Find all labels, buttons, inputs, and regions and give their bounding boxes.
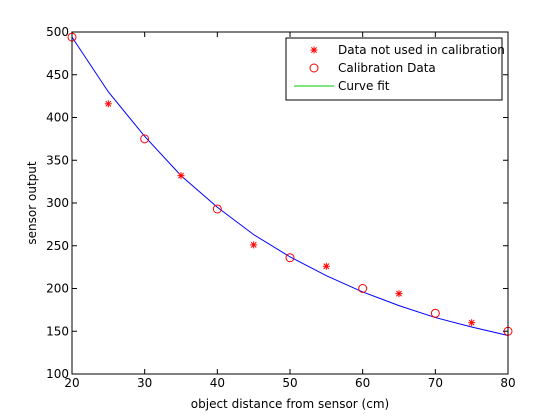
- legend-label: Curve fit: [338, 79, 390, 93]
- legend-label: Data not used in calibration: [338, 43, 505, 57]
- y-tick-label: 350: [46, 153, 69, 167]
- uncalibrated-data-point: [250, 241, 258, 249]
- star-stroke: [311, 47, 317, 53]
- legend-box: [285, 37, 503, 101]
- legend-star-marker: [310, 46, 318, 54]
- uncalibrated-data-point: [104, 100, 112, 108]
- star-stroke: [250, 241, 257, 248]
- calibration-data-point: [358, 284, 368, 293]
- legend: Data not used in calibration Calibration …: [285, 37, 505, 101]
- y-tick-label: 300: [46, 196, 69, 210]
- legend-circle-marker: [309, 63, 319, 73]
- star-stroke: [323, 263, 330, 270]
- x-tick-label: 40: [210, 376, 225, 390]
- star-stroke: [105, 100, 112, 107]
- y-tick-label: 150: [46, 324, 69, 338]
- x-tick-label: 30: [137, 376, 152, 390]
- uncalibrated-data-point: [395, 290, 403, 298]
- uncalibrated-data-point: [322, 262, 330, 270]
- x-axis-label: object distance from sensor (cm): [191, 397, 389, 411]
- y-tick-label: 100: [46, 367, 69, 381]
- tick-layer: 20 30 40 50 60 70 80 100 150 200 250 300 350 400 450 50…: [46, 25, 516, 390]
- star-stroke: [178, 172, 184, 179]
- y-tick-label: 500: [46, 25, 69, 39]
- star-stroke: [396, 290, 402, 297]
- y-tick-label: 450: [46, 68, 69, 82]
- calibration-data-point: [430, 308, 440, 318]
- calibration-data-point: [212, 204, 222, 214]
- legend-label: Calibration Data: [338, 61, 436, 75]
- calibration-data-point: [140, 134, 150, 144]
- uncalibrated-data-point: [468, 319, 476, 327]
- y-tick-label: 200: [46, 282, 69, 296]
- x-tick-label: 60: [355, 376, 370, 390]
- uncalibrated-data-point: [177, 172, 185, 180]
- x-tick-label: 20: [64, 376, 79, 390]
- y-axis-label: sensor output: [25, 161, 39, 244]
- marker-layer: [67, 32, 513, 336]
- y-tick-label: 250: [46, 239, 69, 253]
- x-tick-label: 80: [500, 376, 515, 390]
- star-stroke: [468, 319, 475, 326]
- y-tick-label: 400: [46, 111, 69, 125]
- x-tick-label: 70: [428, 376, 443, 390]
- x-tick-label: 50: [282, 376, 297, 390]
- calibration-data-point: [285, 253, 295, 263]
